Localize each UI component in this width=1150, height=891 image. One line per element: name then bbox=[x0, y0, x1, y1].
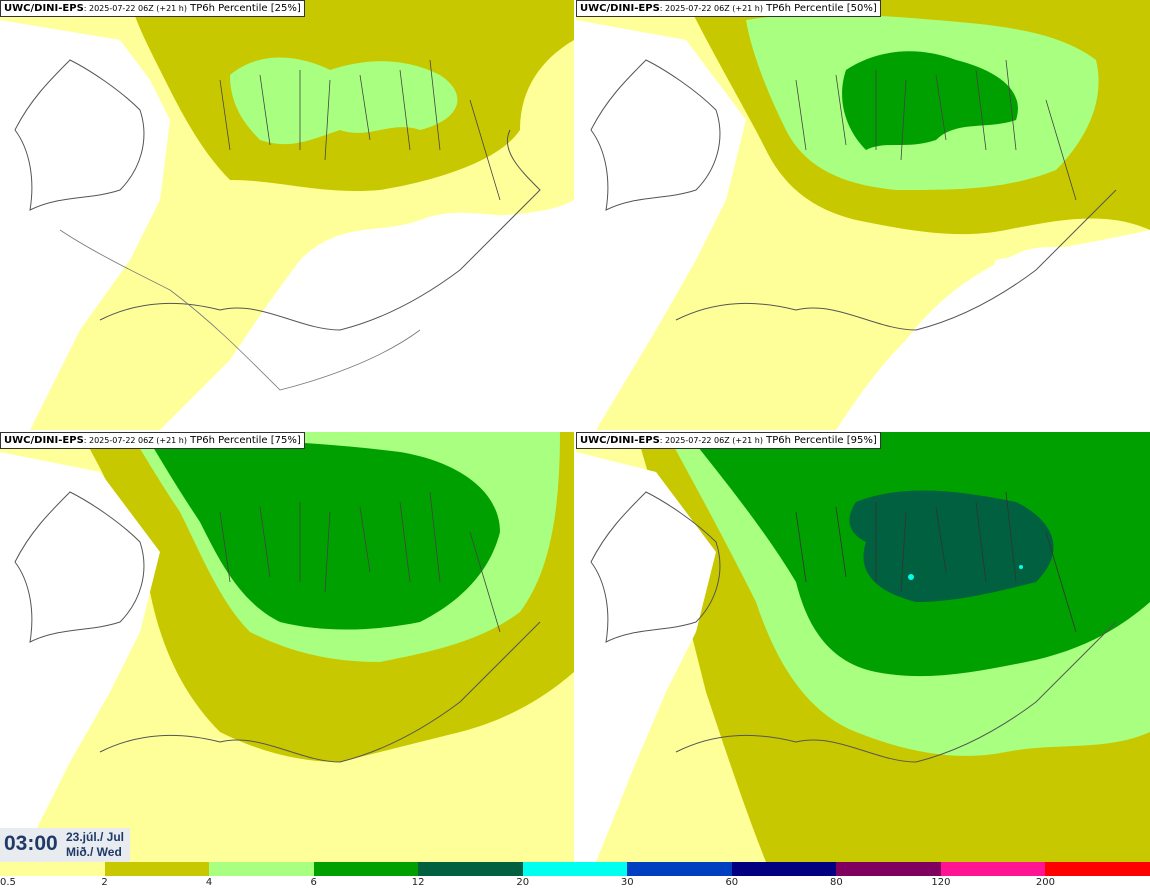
map-panel-p95: UWC/DINI-EPS: 2025-07-22 06Z (+21 h) TP6… bbox=[576, 432, 1150, 862]
legend-swatch bbox=[0, 862, 105, 876]
legend-tick-label: 120 bbox=[931, 877, 951, 888]
legend-swatch bbox=[209, 862, 314, 876]
map-panel-p25: UWC/DINI-EPS: 2025-07-22 06Z (+21 h) TP6… bbox=[0, 0, 574, 430]
valid-date-line1: 23.júl./ Jul bbox=[66, 830, 125, 844]
legend-swatch bbox=[522, 862, 628, 876]
precip-map bbox=[576, 432, 1150, 862]
precip-map bbox=[576, 0, 1150, 430]
legend-tick-label: 4 bbox=[205, 877, 213, 888]
legend-swatch bbox=[418, 862, 523, 876]
legend-tick-label: 12 bbox=[411, 877, 425, 888]
model-name: UWC/DINI-EPS bbox=[580, 3, 660, 14]
legend-swatch bbox=[627, 862, 732, 876]
legend-tick-label: 2 bbox=[101, 877, 108, 888]
precip-map bbox=[0, 0, 574, 430]
color-legend: 0.5 2 4 6 12 20 30 60 80 120 200 bbox=[0, 862, 1150, 891]
legend-tick-label: 200 bbox=[1035, 877, 1055, 888]
legend-tick-label: 0.5 bbox=[0, 877, 16, 888]
run-info: : 2025-07-22 06Z (+21 h) bbox=[83, 4, 187, 13]
legend-swatch bbox=[731, 862, 837, 876]
parameter-label: TP6h Percentile [50%] bbox=[762, 3, 877, 14]
legend-swatch bbox=[836, 862, 941, 876]
panel-title: UWC/DINI-EPS: 2025-07-22 06Z (+21 h) TP6… bbox=[0, 432, 305, 449]
panel-title: UWC/DINI-EPS: 2025-07-22 06Z (+21 h) TP6… bbox=[0, 0, 305, 17]
legend-bar bbox=[0, 862, 1150, 876]
valid-date: 23.júl./ Jul Mið./ Wed bbox=[66, 830, 124, 860]
panel-title: UWC/DINI-EPS: 2025-07-22 06Z (+21 h) TP6… bbox=[576, 432, 881, 449]
legend-tick-label: 80 bbox=[829, 877, 843, 888]
valid-date-line2: Mið./ Wed bbox=[66, 845, 122, 859]
valid-time: 03:00 bbox=[4, 832, 58, 855]
map-panel-p50: UWC/DINI-EPS: 2025-07-22 06Z (+21 h) TP6… bbox=[576, 0, 1150, 430]
legend-swatch bbox=[313, 862, 419, 876]
parameter-label: TP6h Percentile [95%] bbox=[762, 435, 877, 446]
legend-tick-label: 6 bbox=[310, 877, 317, 888]
map-panel-p75: UWC/DINI-EPS: 2025-07-22 06Z (+21 h) TP6… bbox=[0, 432, 574, 862]
panel-title: UWC/DINI-EPS: 2025-07-22 06Z (+21 h) TP6… bbox=[576, 0, 881, 17]
run-info: : 2025-07-22 06Z (+21 h) bbox=[659, 4, 763, 13]
model-name: UWC/DINI-EPS bbox=[580, 435, 660, 446]
run-info: : 2025-07-22 06Z (+21 h) bbox=[83, 436, 187, 445]
run-info: : 2025-07-22 06Z (+21 h) bbox=[659, 436, 763, 445]
model-name: UWC/DINI-EPS bbox=[4, 3, 84, 14]
legend-tick-label: 60 bbox=[725, 877, 739, 888]
legend-swatch bbox=[104, 862, 210, 876]
model-name: UWC/DINI-EPS bbox=[4, 435, 84, 446]
valid-time-box: 03:00 23.júl./ Jul Mið./ Wed bbox=[0, 828, 130, 862]
legend-tick-label: 20 bbox=[516, 877, 530, 888]
legend-swatch bbox=[940, 862, 1046, 876]
legend-swatch bbox=[1045, 862, 1150, 876]
legend-tick-label: 30 bbox=[620, 877, 634, 888]
parameter-label: TP6h Percentile [25%] bbox=[186, 3, 301, 14]
parameter-label: TP6h Percentile [75%] bbox=[186, 435, 301, 446]
precip-map bbox=[0, 432, 574, 862]
